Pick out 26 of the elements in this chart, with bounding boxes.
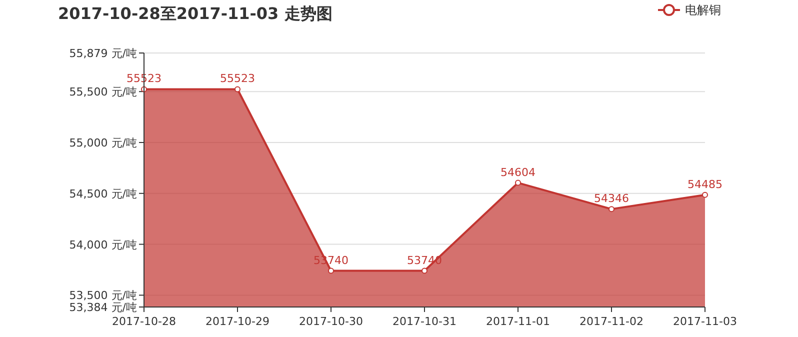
x-tick-label: 2017-11-03	[673, 315, 737, 328]
legend-label: 电解铜	[685, 3, 721, 17]
point	[328, 268, 334, 274]
point	[702, 192, 708, 198]
y-tick-label: 55,500 元/吨	[69, 86, 137, 99]
x-tick-label: 2017-10-30	[299, 315, 363, 328]
y-tick-label: 54,000 元/吨	[69, 238, 137, 252]
x-tick-label: 2017-11-01	[486, 315, 550, 328]
x-tick-label: 2017-10-28	[112, 315, 176, 328]
data-label: 54604	[500, 166, 536, 179]
y-tick-label: 53,384 元/吨	[69, 301, 137, 314]
point	[515, 180, 521, 186]
y-tick-label: 53,500 元/吨	[69, 289, 137, 302]
x-tick-label: 2017-11-02	[580, 315, 644, 328]
chart-title: 2017-10-28至2017-11-03 走势图	[58, 4, 332, 23]
x-tick-label: 2017-10-31	[392, 315, 456, 328]
data-label: 54485	[688, 178, 722, 191]
x-tick-label: 2017-10-29	[206, 315, 270, 328]
data-label: 54346	[594, 192, 629, 206]
y-tick-label: 55,879 元/吨	[69, 47, 137, 60]
point	[422, 268, 428, 274]
point	[608, 206, 614, 212]
y-tick-label: 55,000 元/吨	[69, 136, 137, 150]
y-tick-label: 54,500 元/吨	[69, 187, 137, 200]
data-label: 55523	[220, 72, 255, 86]
point	[234, 86, 240, 92]
